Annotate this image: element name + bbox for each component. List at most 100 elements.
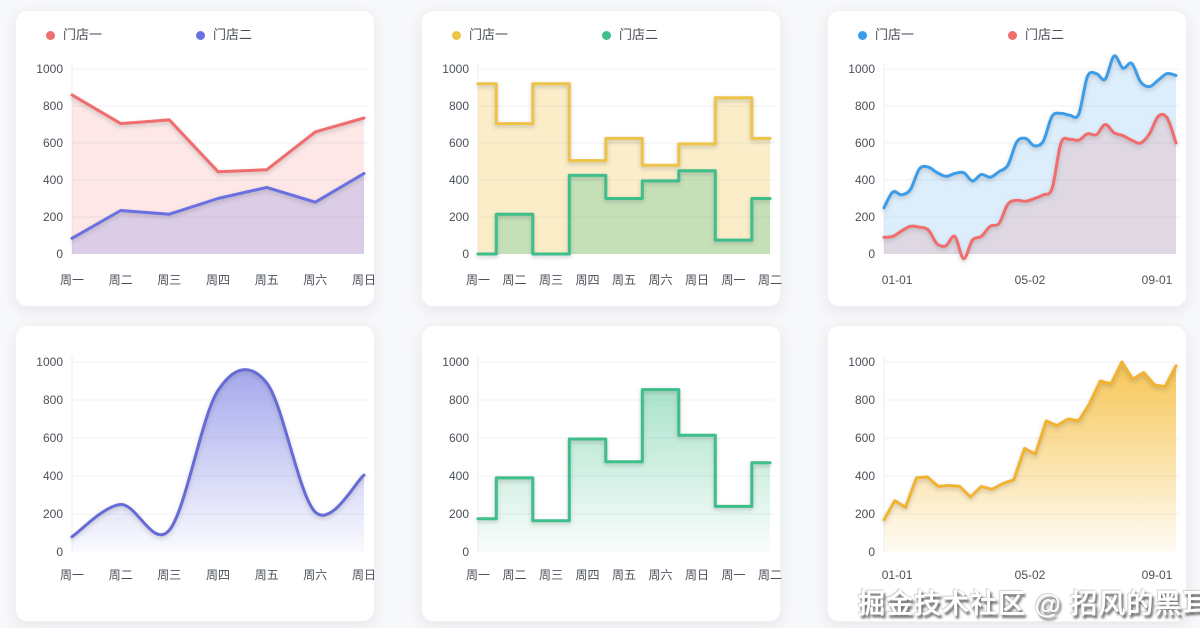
y-axis-tick-label: 0 <box>56 545 63 559</box>
legend-item-store1[interactable]: 门店一 <box>46 28 102 42</box>
y-axis-tick-label: 1000 <box>848 355 875 369</box>
chart-grid: 门店一 门店二 0 200 400 600 800 1000 周一 周二 周三 周四 周五 周六 周日 … <box>15 10 1187 622</box>
x-axis-tick-label: 05-02 <box>1015 273 1046 287</box>
x-axis-tick-label: 01-01 <box>882 273 913 287</box>
x-axis-tick-label: 周三 <box>157 568 181 582</box>
x-axis-tick-label: 周六 <box>648 568 672 582</box>
y-axis-tick-label: 800 <box>43 99 63 113</box>
legend-item-store2[interactable]: 门店二 <box>196 28 252 42</box>
series-line-0 <box>476 388 772 523</box>
y-axis-tick-label: 600 <box>855 431 875 445</box>
legend-dot-red <box>1008 30 1017 40</box>
chart-card-weekly-lines: 门店一 门店二 0 200 400 600 800 1000 周一 周二 周三 周四 周五 周六 周日 <box>15 10 376 308</box>
x-axis-tick-label: 周五 <box>612 273 636 287</box>
y-axis-tick-label: 200 <box>43 210 63 224</box>
x-axis-tick-label: 周二 <box>109 273 133 287</box>
series-area-0 <box>478 83 770 254</box>
legend-dot-purple <box>196 30 205 40</box>
series-line-0 <box>476 82 772 167</box>
y-axis-tick-label: 400 <box>449 173 469 187</box>
x-axis-tick-label: 周日 <box>352 568 376 582</box>
legend-item-store2[interactable]: 门店二 <box>602 28 658 42</box>
x-axis-tick-label: 周三 <box>539 273 563 287</box>
legend-item-store2[interactable]: 门店二 <box>1008 28 1064 42</box>
y-axis-tick-label: 200 <box>449 210 469 224</box>
x-axis-tick-label: 周日 <box>352 273 376 287</box>
y-axis-tick-label: 800 <box>855 99 875 113</box>
y-axis-tick-label: 1000 <box>848 62 875 76</box>
series-area-0 <box>478 389 770 552</box>
legend-dot-yellow <box>452 30 461 40</box>
y-axis-tick-label: 0 <box>56 247 63 261</box>
chart-card-jagged-yellow: 0 200 400 600 800 1000 01-01 05-02 09-01 <box>827 325 1187 622</box>
area-chart-weekly-red-purple[interactable]: 0 200 400 600 800 1000 周一 周二 周三 周四 周五 周六 周日 <box>16 57 376 308</box>
x-axis-tick-label: 周四 <box>206 568 230 582</box>
y-axis-tick-label: 400 <box>43 173 63 187</box>
series-area-0 <box>72 369 364 552</box>
legend-item-store1[interactable]: 门店一 <box>858 28 914 42</box>
series-area-1 <box>478 170 770 254</box>
x-axis-tick-label: 周二 <box>758 568 782 582</box>
chart-card-smooth-purple: 0 200 400 600 800 1000 周一 周二 周三 周四 周五 周六 周日 <box>15 325 376 623</box>
y-axis-tick-label: 1000 <box>36 355 63 369</box>
x-axis-tick-label: 周六 <box>303 273 327 287</box>
x-axis-tick-label: 01-01 <box>882 568 913 582</box>
legend-label: 门店二 <box>1025 27 1065 42</box>
series-line-0 <box>882 54 1178 210</box>
legend-dot-red <box>46 30 55 40</box>
series-line-1 <box>882 112 1178 261</box>
y-axis-tick-label: 400 <box>43 469 63 483</box>
watermark: 掘金技术社区 @ 招风的黑耳 <box>858 589 1200 619</box>
x-axis-tick-label: 周三 <box>539 568 563 582</box>
smooth-area-chart-purple[interactable]: 0 200 400 600 800 1000 周一 周二 周三 周四 周五 周六 周日 <box>16 326 376 623</box>
x-axis-tick-label: 09-01 <box>1142 273 1173 287</box>
x-axis-tick-label: 05-02 <box>1015 568 1046 582</box>
y-axis-tick-label: 400 <box>449 469 469 483</box>
legend: 门店一 门店二 <box>422 11 780 57</box>
chart-card-weekly-steps: 门店一 门店二 0 200 400 600 800 1000 周一 周二 周三 周四 周五 周六 周日周… <box>421 10 782 308</box>
x-axis-tick-label: 周四 <box>206 273 230 287</box>
y-axis-tick-label: 1000 <box>442 355 469 369</box>
series-area-1 <box>72 173 364 254</box>
legend-label: 门店一 <box>469 27 509 42</box>
y-axis-tick-label: 800 <box>449 99 469 113</box>
y-axis-tick-label: 400 <box>855 173 875 187</box>
x-axis-tick-label: 周五 <box>255 568 279 582</box>
x-axis-tick-label: 周二 <box>758 273 782 287</box>
x-axis-tick-label: 周三 <box>157 273 181 287</box>
legend-item-store1[interactable]: 门店一 <box>452 28 508 42</box>
y-axis-tick-label: 200 <box>855 210 875 224</box>
y-axis-tick-label: 800 <box>855 393 875 407</box>
y-axis-tick-label: 800 <box>43 393 63 407</box>
x-axis-tick-label: 周五 <box>612 568 636 582</box>
series-area-0 <box>884 55 1176 254</box>
y-axis-tick-label: 400 <box>855 469 875 483</box>
noisy-line-chart-blue-red[interactable]: 0 200 400 600 800 1000 01-01 05-02 09-01 <box>828 54 1188 308</box>
y-axis-tick-label: 0 <box>462 545 469 559</box>
jagged-area-chart-yellow[interactable]: 0 200 400 600 800 1000 01-01 05-02 09-01 <box>828 326 1188 623</box>
series-line-1 <box>476 169 772 256</box>
x-axis-tick-label: 周五 <box>255 273 279 287</box>
y-axis-tick-label: 200 <box>855 507 875 521</box>
x-axis-tick-label: 周一 <box>721 568 745 582</box>
series-line-0 <box>882 360 1178 522</box>
legend-dot-blue <box>858 30 867 40</box>
y-axis-tick-label: 600 <box>449 431 469 445</box>
x-axis-tick-label: 周六 <box>648 273 672 287</box>
x-axis-tick-label: 周二 <box>502 568 526 582</box>
x-axis-tick-label: 周一 <box>466 568 490 582</box>
legend-label: 门店一 <box>875 27 915 42</box>
y-axis-tick-label: 600 <box>855 136 875 150</box>
y-axis-tick-label: 0 <box>462 247 469 261</box>
y-axis-tick-label: 600 <box>43 431 63 445</box>
y-axis-tick-label: 600 <box>449 136 469 150</box>
x-axis-tick-label: 周六 <box>303 568 327 582</box>
y-axis-tick-label: 0 <box>868 545 875 559</box>
x-axis-tick-label: 周一 <box>466 273 490 287</box>
legend-dot-green <box>602 30 611 40</box>
x-axis-tick-label: 周日 <box>685 273 709 287</box>
legend-label: 门店二 <box>213 27 253 42</box>
x-axis-tick-label: 周一 <box>60 568 84 582</box>
